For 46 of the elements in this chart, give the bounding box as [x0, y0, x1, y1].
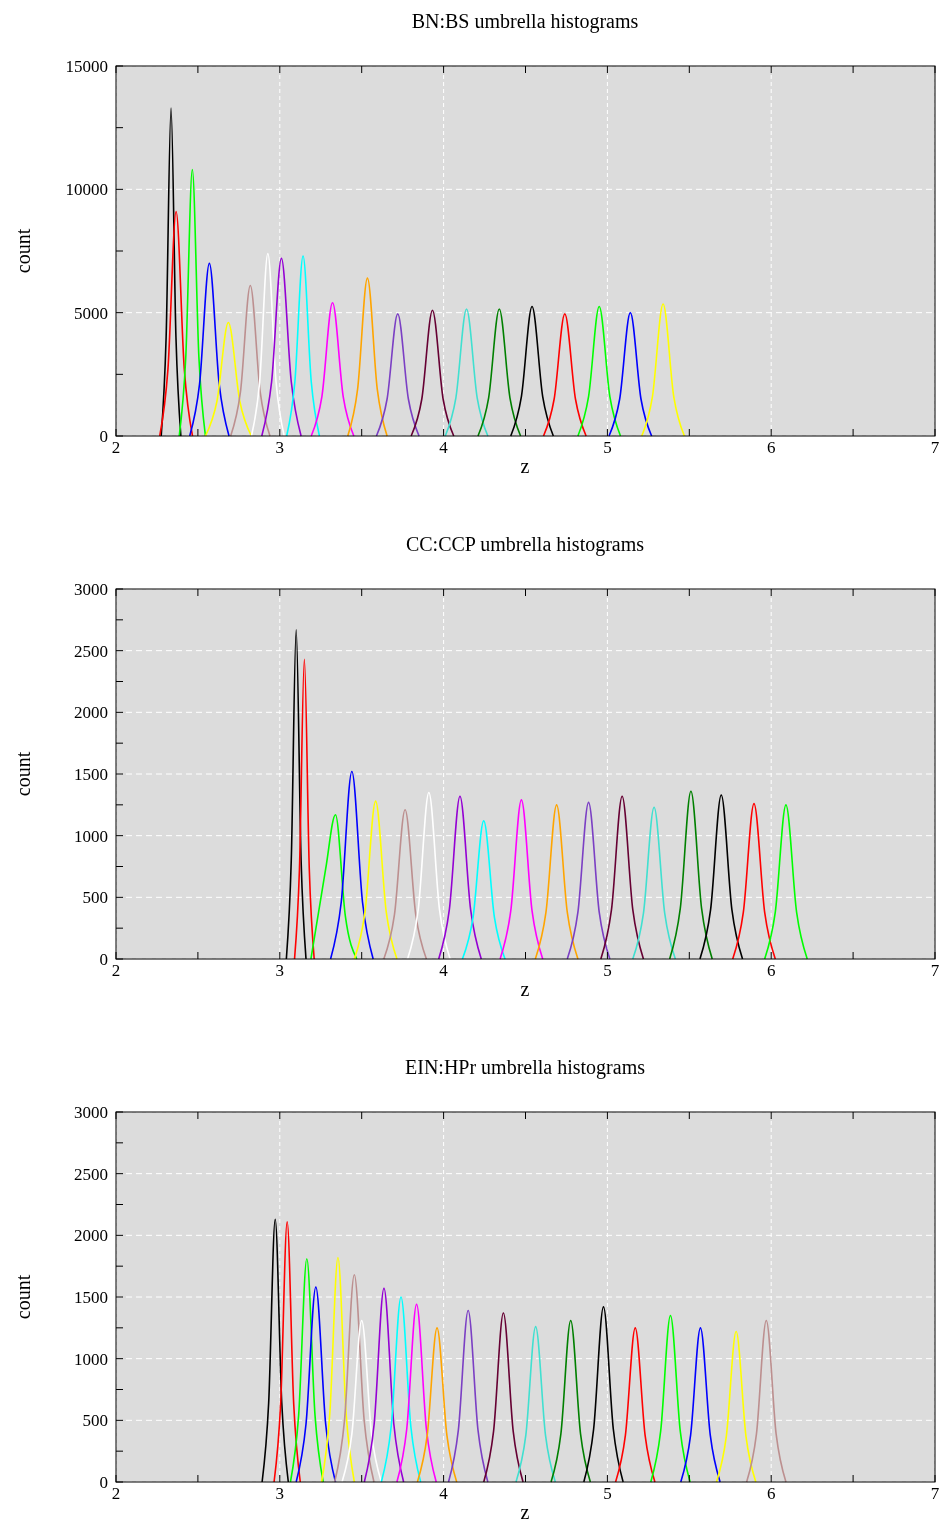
x-tick-label: 7 [930, 961, 940, 980]
y-tick-label: 3000 [74, 1103, 108, 1122]
x-tick-label: 2 [111, 961, 121, 980]
y-axis-title: count [12, 228, 34, 274]
y-tick-label: 0 [99, 1473, 108, 1492]
chart-title: CC:CCP umbrella histograms [405, 533, 645, 556]
x-tick-label: 6 [766, 961, 776, 980]
y-tick-label: 2000 [74, 1226, 108, 1246]
x-axis-title: z [520, 978, 530, 1000]
y-tick-label: 1500 [74, 765, 108, 784]
x-tick-label: 6 [766, 1484, 776, 1503]
y-tick-label: 1000 [74, 1349, 108, 1369]
y-tick-label: 2500 [74, 641, 108, 661]
y-tick-label: 2500 [74, 1164, 108, 1184]
x-tick-label: 2 [111, 438, 121, 457]
y-tick-label: 15000 [65, 57, 108, 76]
x-tick-label: 4 [439, 438, 449, 457]
y-tick-label: 500 [82, 888, 108, 908]
y-tick-label: 1000 [74, 826, 108, 846]
chart-title: BN:BS umbrella histograms [411, 10, 639, 33]
x-tick-label: 2 [111, 1484, 121, 1503]
y-tick-label: 0 [99, 950, 108, 969]
x-tick-label: 7 [930, 438, 940, 457]
y-axis-title: count [12, 1274, 34, 1320]
y-tick-label: 3000 [74, 580, 108, 599]
y-tick-label: 5000 [74, 303, 108, 323]
x-tick-label: 4 [439, 961, 449, 980]
x-tick-label: 5 [603, 1484, 612, 1503]
y-axis-title: count [12, 751, 34, 797]
x-axis-title: z [520, 455, 530, 477]
x-tick-label: 7 [930, 1484, 940, 1503]
x-tick-label: 3 [275, 438, 285, 457]
y-tick-label: 500 [82, 1411, 108, 1431]
x-tick-label: 5 [603, 438, 612, 457]
y-tick-label: 1500 [74, 1288, 108, 1307]
x-tick-label: 3 [275, 961, 285, 980]
y-tick-label: 2000 [74, 703, 108, 723]
x-tick-label: 5 [603, 961, 612, 980]
line-series [310, 813, 358, 960]
chart-title: EIN:HPr umbrella histograms [405, 1056, 646, 1079]
x-axis-title: z [520, 1501, 530, 1519]
y-tick-label: 10000 [65, 180, 108, 200]
x-tick-label: 4 [439, 1484, 449, 1503]
x-tick-label: 3 [275, 1484, 285, 1503]
y-tick-label: 0 [99, 427, 108, 446]
x-tick-label: 6 [766, 438, 776, 457]
